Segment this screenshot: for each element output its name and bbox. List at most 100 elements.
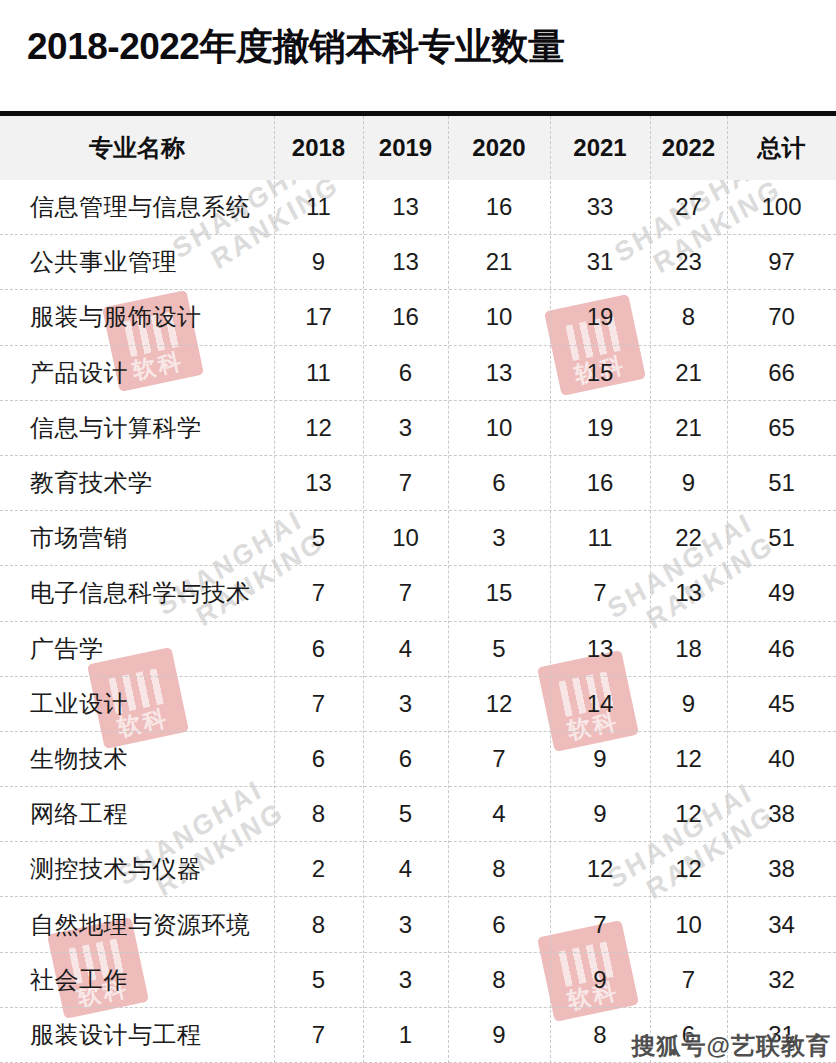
value-cell: 9: [550, 966, 650, 994]
value-cell: 8: [650, 303, 727, 331]
major-name-cell: 生物技术: [0, 743, 274, 775]
value-cell: 5: [274, 524, 363, 552]
value-cell: 12: [650, 800, 727, 828]
infographic-page: SHANGHAIRANKING 软科 SHANGHAIRANKING 软科 SH…: [0, 0, 836, 1063]
value-cell: 15: [550, 359, 650, 387]
value-cell: 3: [363, 690, 448, 718]
table-row: 信息与计算科学12310192165: [0, 401, 836, 456]
table-row: 信息管理与信息系统1113163327100: [0, 180, 836, 235]
value-cell: 9: [274, 248, 363, 276]
title-block: 2018-2022年度撤销本科专业数量: [0, 0, 836, 111]
value-cell: 13: [650, 579, 727, 607]
value-cell: 9: [650, 690, 727, 718]
table-row: 社会工作5389732: [0, 953, 836, 1008]
value-cell: 45: [727, 690, 836, 718]
value-cell: 27: [650, 193, 727, 221]
value-cell: 5: [448, 635, 550, 663]
value-cell: 16: [363, 303, 448, 331]
value-cell: 3: [448, 524, 550, 552]
major-name-cell: 信息管理与信息系统: [0, 191, 274, 223]
major-name-cell: 信息与计算科学: [0, 412, 274, 444]
value-cell: 12: [650, 745, 727, 773]
column-header-major-name: 专业名称: [0, 132, 274, 164]
value-cell: 13: [550, 635, 650, 663]
value-cell: 34: [727, 911, 836, 939]
value-cell: 7: [550, 911, 650, 939]
value-cell: 18: [650, 635, 727, 663]
major-name-cell: 自然地理与资源环境: [0, 909, 274, 941]
value-cell: 16: [550, 469, 650, 497]
table-row: 测控技术与仪器248121238: [0, 842, 836, 897]
value-cell: 6: [274, 745, 363, 773]
sohu-credit-watermark: 搜狐号@艺联教育: [632, 1030, 831, 1062]
value-cell: 12: [550, 855, 650, 883]
value-cell: 17: [274, 303, 363, 331]
major-name-cell: 电子信息科学与技术: [0, 577, 274, 609]
column-header-2022: 2022: [650, 134, 727, 162]
value-cell: 49: [727, 579, 836, 607]
page-title: 2018-2022年度撤销本科专业数量: [27, 22, 836, 72]
value-cell: 10: [650, 911, 727, 939]
value-cell: 6: [448, 911, 550, 939]
value-cell: 13: [448, 359, 550, 387]
value-cell: 7: [363, 469, 448, 497]
majors-table: 专业名称 2018 2019 2020 2021 2022 总计 信息管理与信息…: [0, 116, 836, 1063]
value-cell: 4: [363, 855, 448, 883]
value-cell: 5: [363, 800, 448, 828]
value-cell: 4: [363, 635, 448, 663]
value-cell: 19: [550, 414, 650, 442]
value-cell: 38: [727, 855, 836, 883]
value-cell: 6: [274, 635, 363, 663]
value-cell: 15: [448, 579, 550, 607]
value-cell: 10: [448, 303, 550, 331]
major-name-cell: 服装与服饰设计: [0, 301, 274, 333]
table-row: 生物技术66791240: [0, 732, 836, 787]
value-cell: 7: [274, 1021, 363, 1049]
value-cell: 8: [448, 855, 550, 883]
major-name-cell: 产品设计: [0, 357, 274, 389]
major-name-cell: 市场营销: [0, 522, 274, 554]
value-cell: 12: [650, 855, 727, 883]
value-cell: 13: [274, 469, 363, 497]
table-row: 自然地理与资源环境83671034: [0, 897, 836, 952]
value-cell: 65: [727, 414, 836, 442]
table-row: 市场营销5103112251: [0, 511, 836, 566]
value-cell: 22: [650, 524, 727, 552]
value-cell: 51: [727, 469, 836, 497]
value-cell: 16: [448, 193, 550, 221]
table-row: 产品设计11613152166: [0, 346, 836, 401]
value-cell: 40: [727, 745, 836, 773]
major-name-cell: 网络工程: [0, 798, 274, 830]
value-cell: 12: [274, 414, 363, 442]
value-cell: 11: [274, 359, 363, 387]
value-cell: 6: [363, 359, 448, 387]
column-header-2018: 2018: [274, 134, 363, 162]
table-row: 网络工程85491238: [0, 787, 836, 842]
table-header-row: 专业名称 2018 2019 2020 2021 2022 总计: [0, 116, 836, 180]
value-cell: 3: [363, 414, 448, 442]
value-cell: 38: [727, 800, 836, 828]
value-cell: 21: [650, 359, 727, 387]
table-row: 教育技术学137616951: [0, 456, 836, 511]
value-cell: 7: [550, 579, 650, 607]
value-cell: 21: [650, 414, 727, 442]
value-cell: 10: [448, 414, 550, 442]
value-cell: 14: [550, 690, 650, 718]
major-name-cell: 社会工作: [0, 964, 274, 996]
value-cell: 6: [448, 469, 550, 497]
major-name-cell: 公共事业管理: [0, 246, 274, 278]
value-cell: 7: [274, 690, 363, 718]
table-body: 信息管理与信息系统1113163327100公共事业管理91321312397服…: [0, 180, 836, 1063]
value-cell: 32: [727, 966, 836, 994]
value-cell: 33: [550, 193, 650, 221]
column-header-total: 总计: [727, 132, 836, 164]
table-row: 广告学645131846: [0, 622, 836, 677]
value-cell: 3: [363, 966, 448, 994]
value-cell: 11: [274, 193, 363, 221]
value-cell: 8: [448, 966, 550, 994]
value-cell: 46: [727, 635, 836, 663]
value-cell: 5: [274, 966, 363, 994]
column-header-2020: 2020: [448, 134, 550, 162]
value-cell: 13: [363, 248, 448, 276]
value-cell: 13: [363, 193, 448, 221]
